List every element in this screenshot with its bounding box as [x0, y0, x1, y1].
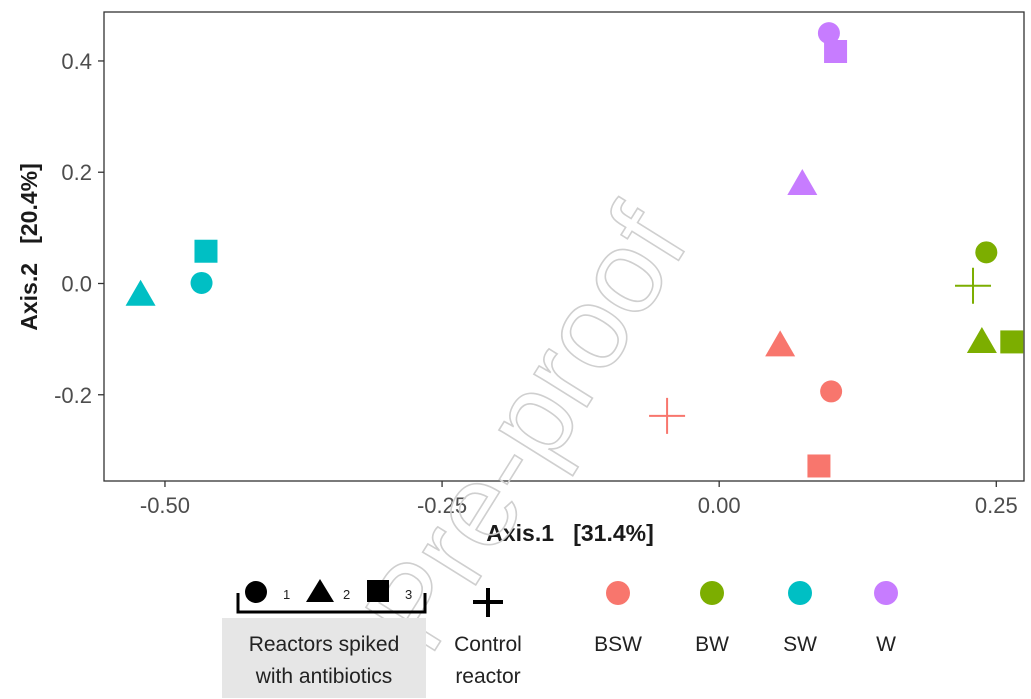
data-point-w-circle [817, 22, 840, 45]
x-tick-label: -0.50 [140, 493, 190, 518]
x-tick-label: 0.00 [698, 493, 741, 518]
data-point-w-triangle [787, 169, 818, 196]
legend-plus-icon [473, 588, 503, 617]
data-point-bsw-circle [820, 380, 843, 403]
legend-control-label-line1: Control [454, 633, 522, 656]
y-tick-label: 0.0 [61, 271, 92, 296]
legend-spiked-label-line1: Reactors spiked [249, 633, 400, 656]
data-point-bw-circle [975, 241, 998, 264]
legend-shape-label: 1 [283, 587, 290, 602]
legend-groups: BSW BW SW W [594, 581, 898, 656]
data-point-bw-plus [955, 267, 992, 304]
data-point-bw-triangle [966, 327, 997, 354]
x-tick-label: -0.25 [417, 493, 467, 518]
legend-group-label: SW [783, 633, 817, 656]
legend-group-label: BW [695, 633, 729, 656]
legend-control-label-line2: reactor [455, 665, 520, 688]
legend-swatch-bw [700, 581, 724, 605]
data-point-bsw-plus [649, 397, 686, 434]
y-tick-label: -0.2 [54, 383, 92, 408]
data-point-sw-square [194, 239, 218, 263]
legend-group-label: BSW [594, 633, 642, 656]
data-point-sw-circle [190, 271, 213, 294]
x-axis-title: Axis.1 [31.4%] [486, 520, 653, 546]
legend-swatch-bsw [606, 581, 630, 605]
legend-shapes-bracket [236, 593, 427, 614]
legend-swatch-w [874, 581, 898, 605]
y-axis-ticks: -0.2 0.0 0.2 0.4 [54, 49, 104, 408]
y-tick-label: 0.4 [61, 49, 92, 74]
legend-triangle-icon [306, 579, 334, 602]
legend-group-label: W [876, 633, 896, 656]
x-axis-ticks: -0.50 -0.25 0.00 0.25 [140, 481, 1018, 518]
data-point-w-square [824, 40, 848, 64]
legend-shape-label: 2 [343, 587, 350, 602]
y-tick-label: 0.2 [61, 160, 92, 185]
legend-square-icon [367, 580, 389, 602]
data-points [125, 22, 1024, 478]
data-point-bsw-square [807, 454, 831, 478]
data-point-sw-triangle [125, 279, 156, 306]
plot-panel [103, 11, 1025, 482]
legend: 1 2 3 Reactors spiked with antibiotics C… [222, 579, 898, 698]
y-axis-title: Axis.2 [20.4%] [16, 163, 42, 330]
legend-circle-icon [245, 581, 267, 603]
legend-shape-label: 3 [405, 587, 412, 602]
data-point-bw-square [1000, 330, 1024, 354]
x-tick-label: 0.25 [975, 493, 1018, 518]
legend-spiked-box [222, 618, 426, 698]
legend-swatch-sw [788, 581, 812, 605]
legend-spiked-label-line2: with antibiotics [255, 665, 393, 688]
data-point-bsw-triangle [765, 330, 796, 357]
